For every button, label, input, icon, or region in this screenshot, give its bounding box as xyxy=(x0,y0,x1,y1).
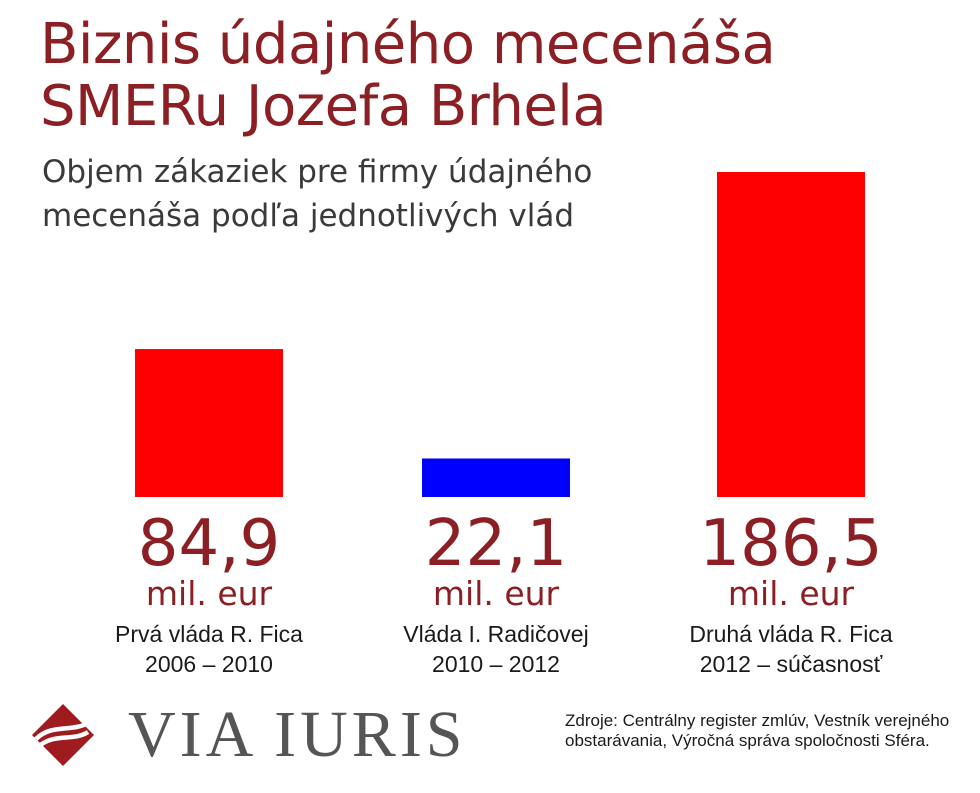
bar-2 xyxy=(422,458,570,497)
chart-title-line-1: Biznis údajného mecenáša xyxy=(40,12,776,77)
bar-3 xyxy=(717,172,865,497)
category-label-3: Druhá vláda R. Fica xyxy=(689,621,892,647)
value-label-3: 186,5 xyxy=(699,507,882,581)
category-label-2: Vláda I. Radičovej xyxy=(403,621,588,647)
category-period-3: 2012 – súčasnosť xyxy=(700,651,883,677)
chart-subtitle-line-1: Objem zákaziek pre firmy údajného xyxy=(42,154,593,190)
unit-label-3: mil. eur xyxy=(728,574,855,613)
value-label-1: 84,9 xyxy=(138,507,281,581)
via-iuris-logo-icon xyxy=(32,704,94,766)
chart-title-line-2: SMERu Jozefa Brhela xyxy=(40,74,607,139)
unit-label-1: mil. eur xyxy=(146,574,273,613)
sources-note: Zdroje: Centrálny register zmlúv, Vestní… xyxy=(565,711,950,750)
logo-text: VIA IURIS xyxy=(128,698,467,771)
chart-subtitle-line-2: mecenáša podľa jednotlivých vlád xyxy=(42,198,575,234)
bar-1 xyxy=(135,349,283,497)
via-iuris-logo: VIA IURIS xyxy=(28,700,467,770)
value-label-2: 22,1 xyxy=(425,507,568,581)
category-label-1: Prvá vláda R. Fica xyxy=(115,621,303,647)
unit-label-2: mil. eur xyxy=(433,574,560,613)
chart-title: Biznis údajného mecenáša SMERu Jozefa Br… xyxy=(40,12,776,139)
chart-subtitle: Objem zákaziek pre firmy údajného mecená… xyxy=(42,150,592,238)
category-period-1: 2006 – 2010 xyxy=(145,651,273,677)
category-period-2: 2010 – 2012 xyxy=(432,651,560,677)
